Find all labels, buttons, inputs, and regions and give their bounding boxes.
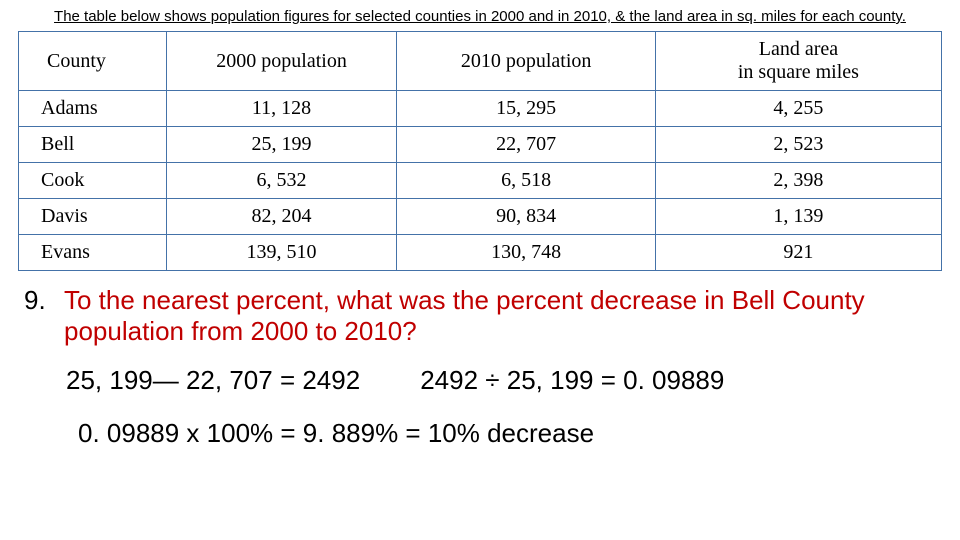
table-row: Cook 6, 532 6, 518 2, 398: [19, 163, 942, 199]
cell-land: 2, 398: [655, 163, 941, 199]
cell-land: 921: [655, 235, 941, 271]
table-row: Bell 25, 199 22, 707 2, 523: [19, 127, 942, 163]
cell-pop2000: 11, 128: [166, 91, 397, 127]
work-step1a: 25, 199— 22, 707 = 2492: [66, 365, 360, 396]
cell-pop2000: 139, 510: [166, 235, 397, 271]
cell-pop2010: 130, 748: [397, 235, 655, 271]
header-pop2010: 2010 population: [397, 32, 655, 91]
question-text: To the nearest percent, what was the per…: [64, 285, 942, 347]
population-table: County 2000 population 2010 population L…: [18, 31, 942, 271]
cell-county: Evans: [19, 235, 167, 271]
cell-county: Davis: [19, 199, 167, 235]
table-row: Davis 82, 204 90, 834 1, 139: [19, 199, 942, 235]
table-header-row: County 2000 population 2010 population L…: [19, 32, 942, 91]
cell-pop2010: 6, 518: [397, 163, 655, 199]
cell-land: 2, 523: [655, 127, 941, 163]
cell-pop2010: 90, 834: [397, 199, 655, 235]
cell-county: Bell: [19, 127, 167, 163]
table-row: Evans 139, 510 130, 748 921: [19, 235, 942, 271]
work-step1b: 2492 ÷ 25, 199 = 0. 09889: [420, 365, 724, 396]
cell-county: Cook: [19, 163, 167, 199]
cell-land: 4, 255: [655, 91, 941, 127]
table-row: Adams 11, 128 15, 295 4, 255: [19, 91, 942, 127]
cell-pop2010: 22, 707: [397, 127, 655, 163]
header-land: Land area in square miles: [655, 32, 941, 91]
work-line-1: 25, 199— 22, 707 = 2492 2492 ÷ 25, 199 =…: [66, 365, 942, 396]
cell-county: Adams: [19, 91, 167, 127]
cell-land: 1, 139: [655, 199, 941, 235]
cell-pop2010: 15, 295: [397, 91, 655, 127]
work-step2: 0. 09889 x 100% = 9. 889% = 10% decrease: [66, 418, 942, 449]
question-block: 9. To the nearest percent, what was the …: [18, 285, 942, 347]
question-number: 9.: [24, 285, 64, 347]
table-caption: The table below shows population figures…: [18, 8, 942, 25]
cell-pop2000: 25, 199: [166, 127, 397, 163]
header-pop2000: 2000 population: [166, 32, 397, 91]
work-block: 25, 199— 22, 707 = 2492 2492 ÷ 25, 199 =…: [18, 365, 942, 449]
header-county: County: [19, 32, 167, 91]
cell-pop2000: 82, 204: [166, 199, 397, 235]
header-land-line1: Land area: [759, 38, 838, 60]
cell-pop2000: 6, 532: [166, 163, 397, 199]
header-land-line2: in square miles: [738, 61, 859, 83]
